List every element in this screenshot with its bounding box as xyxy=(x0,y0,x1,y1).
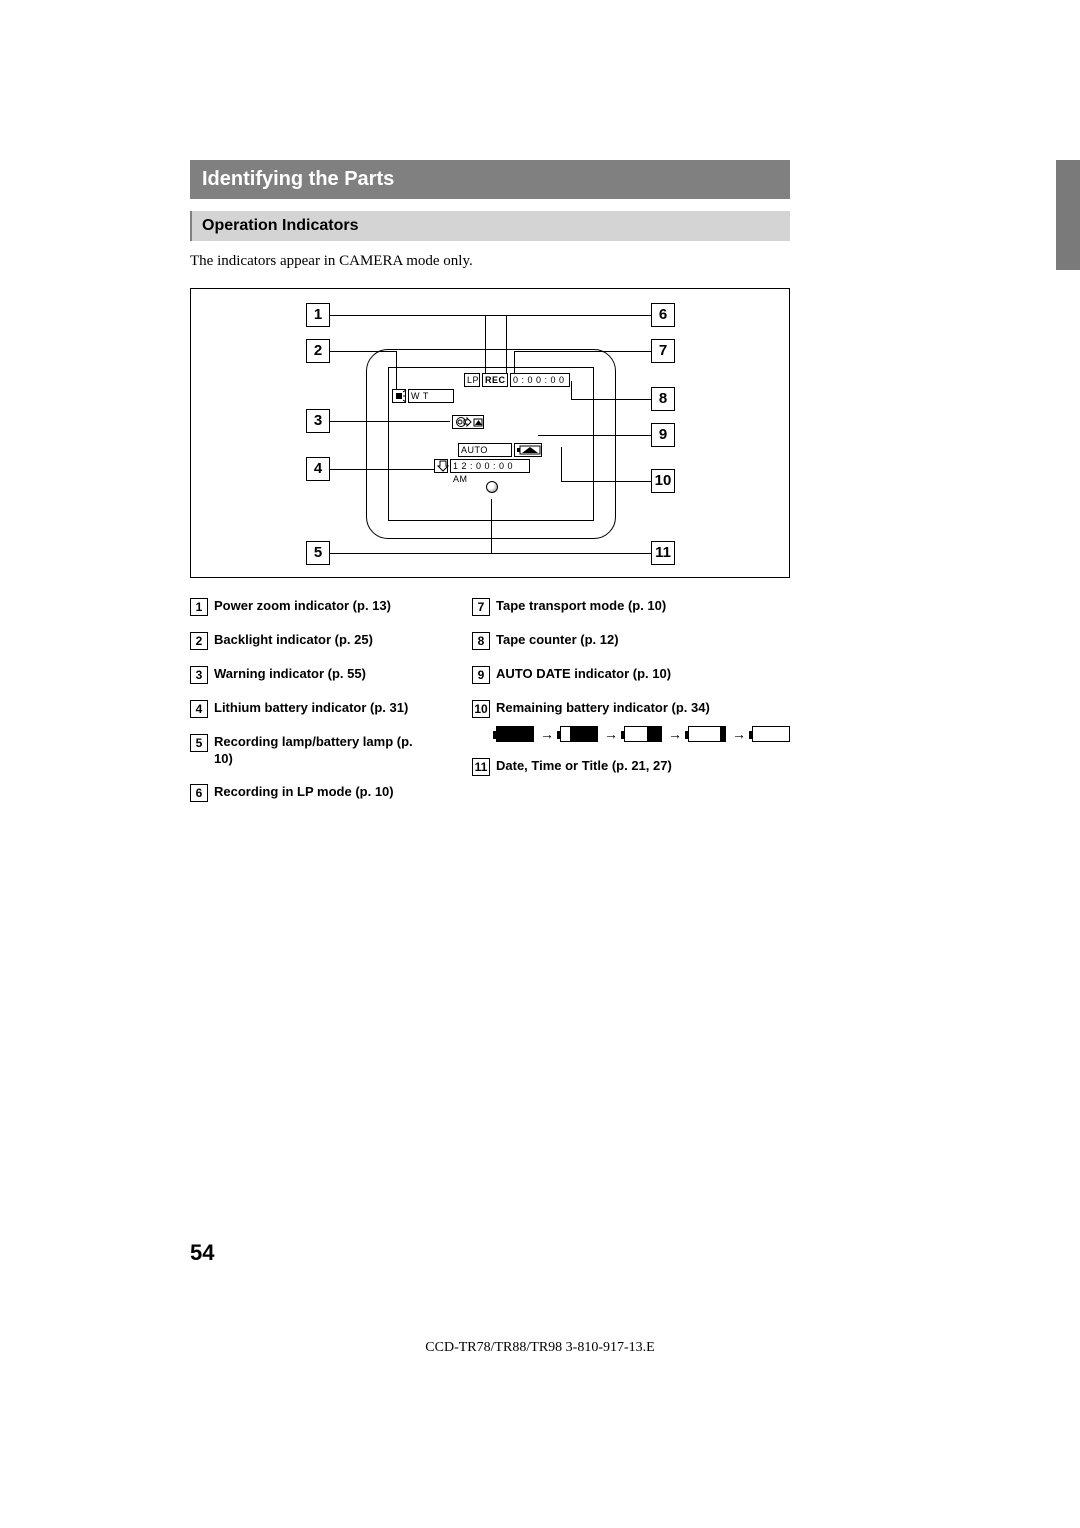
legend-item: 10 Remaining battery indicator (p. 34) xyxy=(472,700,790,718)
legend-num: 6 xyxy=(190,784,208,802)
callout-11: 11 xyxy=(651,541,675,565)
legend-num: 11 xyxy=(472,758,490,776)
callout-4: 4 xyxy=(306,457,330,481)
legend-item: 5 Recording lamp/battery lamp (p. 10) xyxy=(190,734,432,768)
callout-10: 10 xyxy=(651,469,675,493)
footer-text: CCD-TR78/TR88/TR98 3-810-917-13.E xyxy=(0,1340,1080,1356)
callout-1: 1 xyxy=(306,303,330,327)
callout-5: 5 xyxy=(306,541,330,565)
callout-9: 9 xyxy=(651,423,675,447)
side-tab xyxy=(1056,160,1080,270)
lithium-icon xyxy=(434,459,448,473)
viewfinder-frame: LP REC 0 : 0 0 : 0 0 W T AUTO DA xyxy=(366,349,616,539)
legend-left-col: 1 Power zoom indicator (p. 13) 2 Backlight… xyxy=(190,598,432,818)
legend-text: Power zoom indicator (p. 13) xyxy=(214,598,391,615)
legend-text: Lithium battery indicator (p. 31) xyxy=(214,700,408,717)
battery-icon xyxy=(496,726,534,742)
legend-text: Recording in LP mode (p. 10) xyxy=(214,784,394,801)
auto-date-indicator: AUTO DATE xyxy=(458,443,512,457)
arrow-icon: → xyxy=(668,726,682,742)
legend-text: Remaining battery indicator (p. 34) xyxy=(496,700,710,717)
callout-8: 8 xyxy=(651,387,675,411)
page-content: Identifying the Parts Operation Indicato… xyxy=(190,160,790,818)
legend-text: Backlight indicator (p. 25) xyxy=(214,632,373,649)
callout-7: 7 xyxy=(651,339,675,363)
legend-text: Recording lamp/battery lamp (p. 10) xyxy=(214,734,432,768)
legend-num: 8 xyxy=(472,632,490,650)
legend-num: 3 xyxy=(190,666,208,684)
warning-indicator xyxy=(452,415,484,429)
legend-num: 4 xyxy=(190,700,208,718)
legend-text: AUTO DATE indicator (p. 10) xyxy=(496,666,671,683)
legend-text: Tape transport mode (p. 10) xyxy=(496,598,666,615)
callout-3: 3 xyxy=(306,409,330,433)
page-number: 54 xyxy=(190,1240,214,1266)
legend-text: Tape counter (p. 12) xyxy=(496,632,619,649)
intro-text: The indicators appear in CAMERA mode onl… xyxy=(190,253,790,270)
lp-indicator: LP xyxy=(464,373,480,387)
recording-lamp-icon xyxy=(486,481,498,493)
callout-2: 2 xyxy=(306,339,330,363)
arrow-icon: → xyxy=(604,726,618,742)
time-indicator: 1 2 : 0 0 : 0 0 AM xyxy=(450,459,530,473)
legend-item: 3 Warning indicator (p. 55) xyxy=(190,666,432,684)
battery-level-row: → → → → xyxy=(496,726,790,742)
callout-6: 6 xyxy=(651,303,675,327)
arrow-icon: → xyxy=(540,726,554,742)
legend-num: 5 xyxy=(190,734,208,752)
legend-num: 7 xyxy=(472,598,490,616)
legend-item: 4 Lithium battery indicator (p. 31) xyxy=(190,700,432,718)
legend-item: 1 Power zoom indicator (p. 13) xyxy=(190,598,432,616)
legend-item: 11 Date, Time or Title (p. 21, 27) xyxy=(472,758,790,776)
legend-item: 7 Tape transport mode (p. 10) xyxy=(472,598,790,616)
legend-item: 6 Recording in LP mode (p. 10) xyxy=(190,784,432,802)
legend-item: 9 AUTO DATE indicator (p. 10) xyxy=(472,666,790,684)
battery-icon xyxy=(688,726,726,742)
section-title: Identifying the Parts xyxy=(190,160,790,199)
viewfinder-diagram: 1 2 3 4 5 6 7 8 9 10 11 xyxy=(190,288,790,578)
legend-num: 9 xyxy=(472,666,490,684)
section-subtitle: Operation Indicators xyxy=(190,211,790,241)
battery-indicator xyxy=(514,443,542,457)
zoom-indicator: W T xyxy=(408,389,454,403)
battery-icon xyxy=(752,726,790,742)
battery-icon xyxy=(560,726,598,742)
legend-columns: 1 Power zoom indicator (p. 13) 2 Backlight… xyxy=(190,598,790,818)
legend-item: 2 Backlight indicator (p. 25) xyxy=(190,632,432,650)
rec-indicator: REC xyxy=(482,373,508,387)
tape-counter: 0 : 0 0 : 0 0 xyxy=(510,373,570,387)
legend-text: Warning indicator (p. 55) xyxy=(214,666,366,683)
legend-text: Date, Time or Title (p. 21, 27) xyxy=(496,758,672,775)
legend-num: 2 xyxy=(190,632,208,650)
legend-item: 8 Tape counter (p. 12) xyxy=(472,632,790,650)
legend-num: 1 xyxy=(190,598,208,616)
legend-right-col: 7 Tape transport mode (p. 10) 8 Tape count… xyxy=(472,598,790,818)
battery-icon xyxy=(624,726,662,742)
arrow-icon: → xyxy=(732,726,746,742)
legend-num: 10 xyxy=(472,700,490,718)
backlight-icon xyxy=(392,389,406,403)
